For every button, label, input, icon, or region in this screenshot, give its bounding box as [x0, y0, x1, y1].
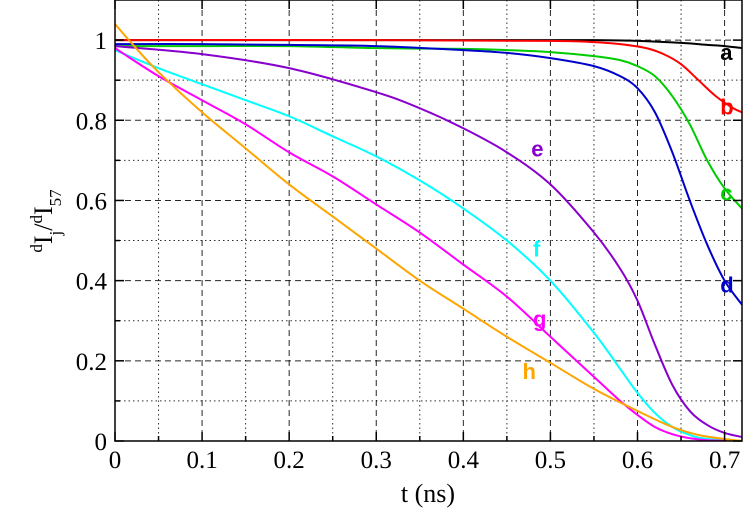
series-label-a: a [720, 40, 733, 65]
y-tick-labels: 0 0.2 0.4 0.6 0.8 1 [76, 28, 108, 456]
grid [115, 0, 742, 441]
y-tick-label: 0.2 [76, 349, 107, 376]
y-axis-title: dIj/dI57 [27, 189, 65, 253]
series-line-c [115, 44, 742, 210]
x-tick-label: 0.4 [448, 447, 480, 474]
y-title-main2: I [29, 206, 58, 215]
series-line-g [115, 47, 742, 441]
series-line-e [115, 45, 742, 438]
series-line-d [115, 43, 742, 306]
y-title-pre1: d [27, 244, 46, 253]
y-title-pre2: d [27, 215, 46, 224]
series-label-d: d [720, 273, 733, 298]
curves [115, 23, 742, 441]
y-tick-label: 1 [95, 28, 108, 55]
y-tick-label: 0 [95, 429, 108, 456]
x-tick-label: 0.6 [622, 447, 653, 474]
y-title-slash: / [29, 223, 58, 231]
x-tick-label: 0.2 [274, 447, 305, 474]
series-label-f: f [533, 237, 541, 262]
x-tick-label: 0.3 [361, 447, 392, 474]
y-tick-label: 0.6 [76, 188, 107, 215]
y-title-sub2: 57 [46, 189, 65, 207]
ticks [114, 0, 742, 442]
x-tick-label: 0.7 [709, 447, 740, 474]
y-tick-label: 0.8 [76, 108, 107, 135]
series-label-h: h [523, 359, 536, 384]
x-tick-labels: 0 0.1 0.2 0.3 0.4 0.5 0.6 0.7 [109, 447, 740, 474]
series-label-e: e [531, 136, 543, 161]
y-title-sub1: j [46, 231, 65, 237]
series-line-f [115, 49, 742, 441]
series-labels: a b c d e f g h [523, 40, 734, 384]
plot-frame [114, 0, 743, 442]
series-label-g: g [533, 307, 546, 332]
y-title-main1: I [29, 235, 58, 244]
series-label-c: c [720, 180, 732, 205]
x-tick-label: 0.1 [186, 447, 217, 474]
x-tick-label: 0.5 [535, 447, 566, 474]
series-line-h [115, 23, 742, 441]
series-label-b: b [720, 94, 733, 119]
series-line-b [115, 39, 742, 114]
x-tick-label: 0 [109, 447, 122, 474]
x-axis-title: t (ns) [401, 479, 455, 508]
y-tick-label: 0.4 [76, 269, 108, 296]
